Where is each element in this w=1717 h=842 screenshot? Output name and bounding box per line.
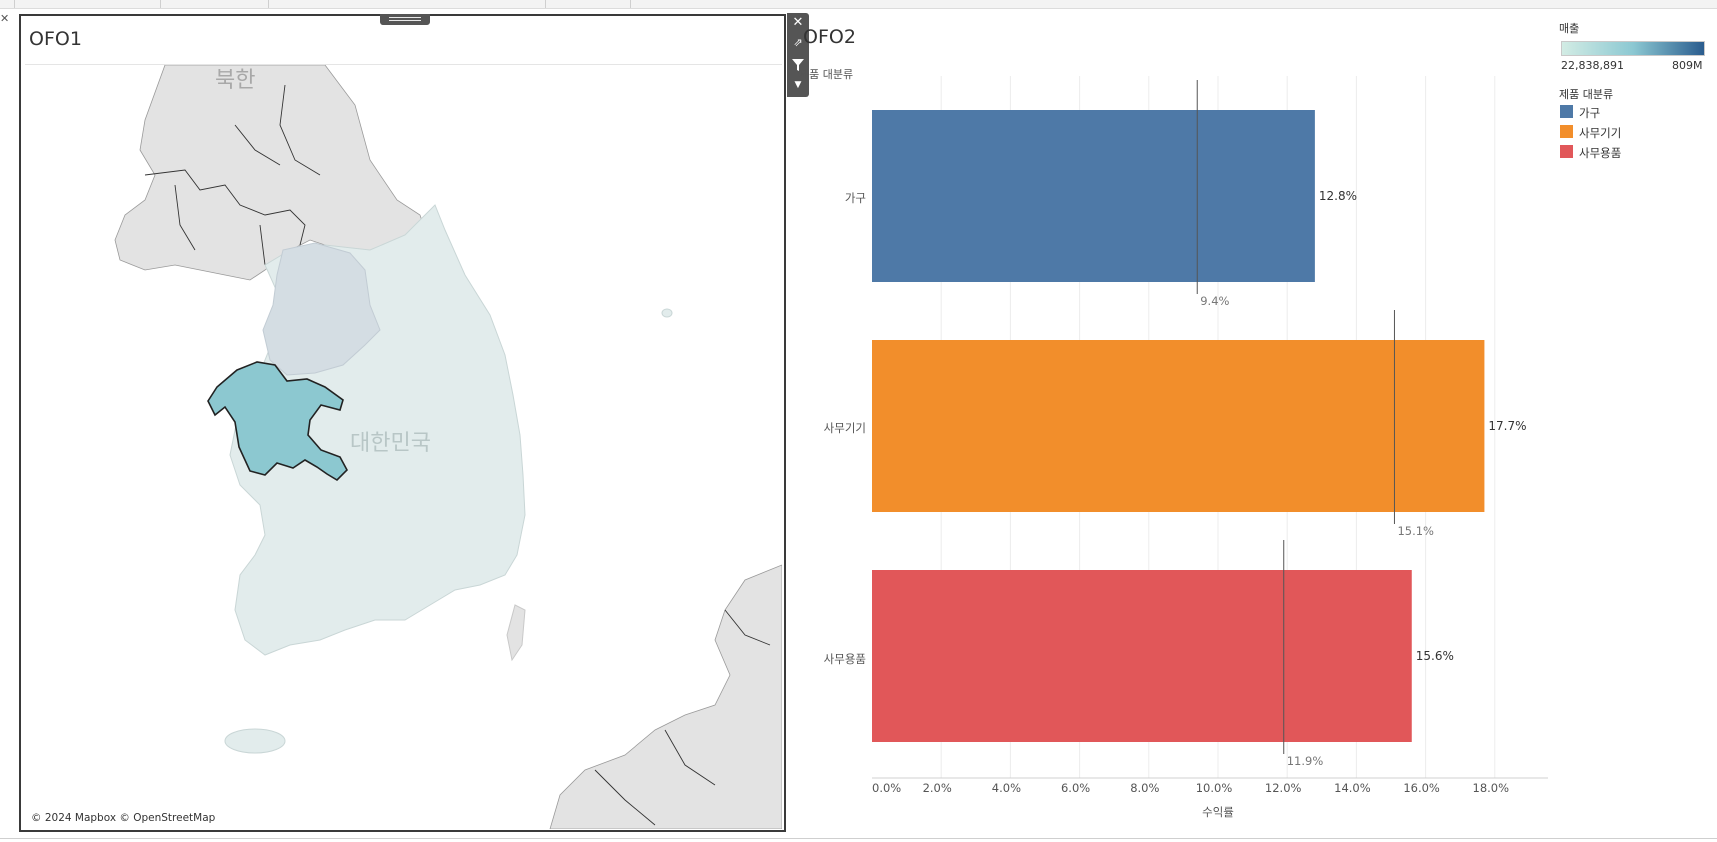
sales-color-gradient[interactable] bbox=[1561, 41, 1705, 56]
korea-map[interactable]: 북한 대한민국 bbox=[25, 65, 782, 829]
bar-value-label: 12.8% bbox=[1319, 189, 1357, 203]
bar[interactable] bbox=[872, 340, 1485, 512]
x-axis-title: 수익률 bbox=[1202, 805, 1234, 819]
north-korea-border bbox=[144, 84, 321, 266]
filter-icon-shape bbox=[792, 59, 804, 71]
worksheet-toolbar: ✕ ⇗ ▼ bbox=[787, 13, 809, 97]
divider bbox=[545, 0, 546, 8]
legend-swatch bbox=[1560, 145, 1573, 158]
japan-region bbox=[549, 564, 782, 829]
reference-value-label: 15.1% bbox=[1397, 524, 1434, 538]
filter-icon[interactable] bbox=[787, 55, 809, 75]
grip-line bbox=[389, 20, 421, 21]
category-label: 가구 bbox=[844, 191, 866, 205]
bar-chart-title: OFO2 bbox=[803, 26, 856, 48]
japan-border bbox=[594, 609, 771, 826]
sales-legend-title: 매출 bbox=[1559, 22, 1580, 35]
drag-handle[interactable] bbox=[380, 14, 430, 25]
x-tick-label: 0.0% bbox=[872, 781, 901, 795]
map-attribution: © 2024 Mapbox © OpenStreetMap bbox=[31, 812, 216, 824]
north-korea-region bbox=[114, 65, 431, 281]
reference-value-label: 9.4% bbox=[1200, 294, 1229, 308]
x-tick-label: 14.0% bbox=[1334, 781, 1371, 795]
x-tick-label: 12.0% bbox=[1265, 781, 1302, 795]
gyeonggi-region bbox=[262, 242, 381, 376]
bar[interactable] bbox=[872, 570, 1412, 742]
chevron-down-icon[interactable]: ▼ bbox=[794, 80, 802, 90]
legend-label: 가구 bbox=[1579, 106, 1601, 120]
x-tick-label: 6.0% bbox=[1061, 781, 1090, 795]
grip-line bbox=[389, 17, 421, 18]
divider bbox=[0, 838, 1717, 839]
reference-value-label: 11.9% bbox=[1287, 754, 1324, 768]
x-tick-label: 10.0% bbox=[1196, 781, 1233, 795]
x-tick-label: 16.0% bbox=[1403, 781, 1440, 795]
legend-label: 사무용품 bbox=[1579, 146, 1622, 160]
category-label: 사무기기 bbox=[823, 421, 866, 435]
close-icon[interactable]: ✕ bbox=[0, 12, 10, 25]
legend-swatch bbox=[1560, 105, 1573, 118]
map-canvas[interactable]: 북한 대한민국 bbox=[25, 64, 782, 829]
x-tick-label: 18.0% bbox=[1473, 781, 1510, 795]
tsushima-island bbox=[506, 604, 526, 662]
south-korea-label: 대한민국 bbox=[350, 431, 431, 456]
x-tick-label: 8.0% bbox=[1130, 781, 1159, 795]
row-header: 제품 대분류 bbox=[799, 68, 854, 81]
map-worksheet[interactable]: OFO1 북한 대한민국 © 2024 Mapbox © OpenStreetM… bbox=[19, 14, 786, 832]
x-tick-label: 4.0% bbox=[992, 781, 1021, 795]
bar-value-label: 17.7% bbox=[1488, 419, 1526, 433]
jeju-island bbox=[224, 728, 286, 754]
chungnam-region[interactable] bbox=[207, 361, 348, 482]
external-link-icon[interactable]: ⇗ bbox=[793, 36, 803, 49]
sales-max-label: 809M bbox=[1672, 59, 1703, 72]
divider bbox=[630, 0, 631, 8]
category-legend-title: 제품 대분류 bbox=[1559, 88, 1614, 101]
ulleung-island bbox=[661, 308, 673, 318]
close-icon[interactable]: ✕ bbox=[792, 15, 804, 30]
north-korea-label: 북한 bbox=[215, 68, 255, 93]
bar[interactable] bbox=[872, 110, 1315, 282]
x-tick-label: 2.0% bbox=[923, 781, 952, 795]
divider bbox=[14, 0, 15, 8]
category-label: 사무용품 bbox=[823, 652, 866, 666]
top-toolbar-strip bbox=[0, 0, 1717, 9]
divider bbox=[160, 0, 161, 8]
sales-min-label: 22,838,891 bbox=[1561, 59, 1624, 72]
divider bbox=[268, 0, 269, 8]
map-title: OFO1 bbox=[29, 28, 82, 50]
legend-label: 사무기기 bbox=[1579, 126, 1622, 140]
bar-value-label: 15.6% bbox=[1416, 649, 1454, 663]
legend-swatch bbox=[1560, 125, 1573, 138]
